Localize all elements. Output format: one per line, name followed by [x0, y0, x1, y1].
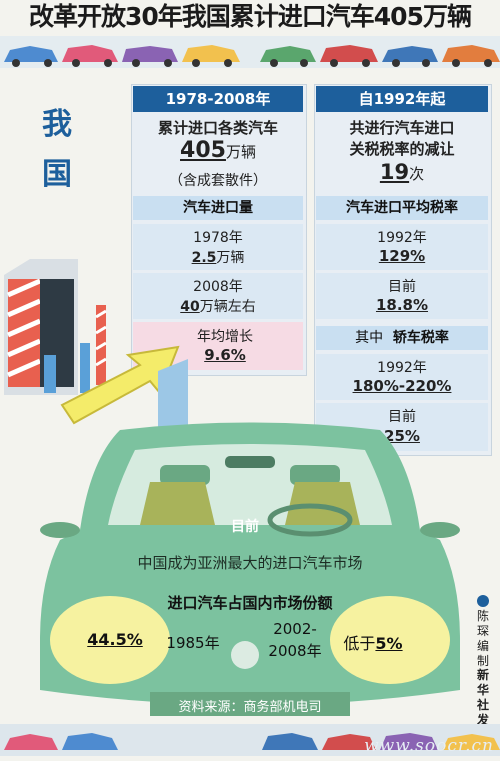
right-sub-header-2-label: 轿车税率: [392, 330, 449, 346]
share-years-line2: 2008年: [268, 642, 322, 660]
author-char-4: 制: [476, 654, 489, 668]
left-row-unit-1978: 万辆: [216, 250, 245, 266]
share-value-recent-number: 5%: [375, 634, 403, 653]
left-intro-number: 405: [180, 138, 226, 163]
right-intro-count: 19次: [316, 160, 488, 184]
share-value-recent: 低于5%: [338, 630, 408, 654]
green-car-illustration: [40, 422, 460, 716]
left-row-label-1978: 1978年: [193, 230, 243, 246]
right-row2-value-current: 25%: [384, 427, 420, 445]
share-year-1985: 1985年: [166, 634, 220, 652]
right-row2-label-current: 目前: [388, 409, 416, 425]
watermark: www.soocr.cn: [364, 736, 494, 756]
author-credit: 陈 琛 编 制: [474, 595, 492, 669]
left-row-number-1978: 2.5: [191, 250, 217, 266]
growth-label: 年均增长: [197, 329, 253, 345]
side-label-wo: 我: [42, 107, 72, 142]
share-value-1985: 44.5%: [87, 630, 143, 649]
toll-gate-arrow-illustration: [4, 259, 188, 431]
right-intro-line1: 共进行汽车进口: [349, 119, 455, 137]
car-current-label: 目前: [231, 519, 259, 535]
left-intro-total: 405万辆: [133, 138, 303, 163]
agency-char-4: 发: [476, 713, 489, 727]
author-char-1: 陈: [476, 609, 489, 623]
right-panel-header: 自1992年起: [316, 86, 488, 112]
author-char-3: 编: [476, 639, 489, 653]
agency-char-3: 社: [476, 698, 489, 712]
share-value-recent-prefix: 低于: [343, 634, 376, 653]
right-row2-bg-1992: [316, 354, 488, 400]
side-label-guo: 国: [42, 157, 72, 192]
page-title: 改革开放30年我国累计进口汽车405万辆: [29, 2, 472, 31]
right-sub-header-2-prefix: 其中: [355, 330, 384, 346]
right-intro-unit: 次: [409, 165, 425, 183]
right-row-bg-1992: [316, 224, 488, 270]
car-market-line: 中国成为亚洲最大的进口汽车市场: [137, 554, 363, 572]
left-panel-header: 1978-2008年: [133, 86, 303, 112]
source-note: 资料来源：商务部机电司: [178, 700, 322, 715]
author-char-2: 琛: [476, 624, 489, 638]
left-row-bg-2008: [133, 273, 303, 319]
growth-value: 9.6%: [204, 346, 246, 364]
left-sub-header: 汽车进口量: [133, 196, 303, 220]
agency-char-1: 新: [476, 668, 489, 682]
agency-char-2: 华: [476, 683, 489, 697]
right-row-label-current: 目前: [388, 279, 416, 295]
right-row-bg-current: [316, 273, 488, 319]
left-intro-note: （含成套散件）: [169, 173, 267, 189]
agency-credit: 新 华 社 发: [474, 668, 492, 728]
right-row2-label-1992: 1992年: [377, 360, 427, 376]
right-row-value-1992: 129%: [378, 247, 426, 265]
right-row-value-current: 18.8%: [375, 296, 429, 314]
left-row-bg-1978: [133, 224, 303, 270]
left-row-value-1978: 2.5万辆: [133, 247, 303, 267]
xinhua-logo-icon: [477, 595, 489, 607]
car-row-bottom-illustration: [0, 724, 500, 756]
left-row-number-2008: 40: [180, 299, 200, 315]
left-row-label-2008: 2008年: [193, 279, 243, 295]
right-intro-number: 19: [379, 160, 410, 184]
left-row-unit-2008: 万辆左右: [199, 299, 256, 315]
right-intro-line2: 关税税率的减让: [349, 140, 455, 158]
car-row-top-illustration: [0, 36, 500, 68]
right-row-label-1992: 1992年: [377, 230, 427, 246]
right-sub-header-2: 其中 轿车税率: [316, 326, 488, 350]
right-sub-header: 汽车进口平均税率: [316, 196, 488, 220]
share-years-line1: 2002-: [273, 620, 317, 638]
left-intro-line: 累计进口各类汽车: [157, 119, 278, 137]
left-intro-unit: 万辆: [225, 143, 256, 161]
right-row2-value-1992: 180%-220%: [352, 377, 452, 395]
car-share-title: 进口汽车占国内市场份额: [167, 594, 333, 612]
left-row-value-2008: 40万辆左右: [133, 296, 303, 316]
